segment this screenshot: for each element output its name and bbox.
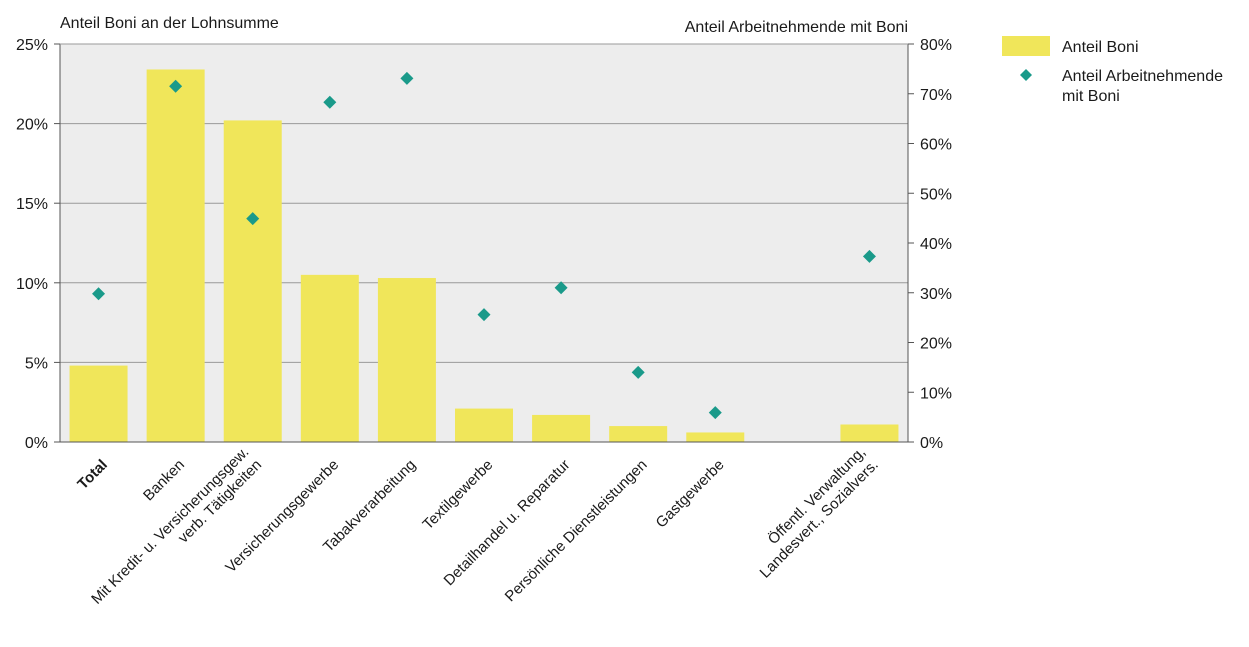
scatter-point [708,406,722,420]
category-label-line: Persönliche Dienstleistungen [502,456,651,605]
left-tick-label: 25% [16,37,48,54]
right-axis-title: Anteil Arbeitnehmende mit Boni [685,19,908,36]
scatter-point [477,308,491,322]
legend-label: Anteil Arbeitnehmende mit Boni [1062,68,1223,105]
category-label: Total [74,456,111,493]
scatter-point [400,71,414,85]
right-tick-label: 60% [920,137,952,154]
bar [377,278,436,442]
right-tick-label: 50% [920,186,952,203]
scatter-series [92,71,876,420]
category-label: Detailhandel u. Reparatur [441,456,574,589]
category-label: Gastgewerbe [653,456,728,531]
category-label-line: Banken [140,456,188,504]
left-axis-ticks: 0% 5% 10% 15% 20% 25% [16,37,60,452]
left-tick-label: 5% [25,355,48,372]
scatter-point [169,79,183,93]
legend-label-line: Anteil Arbeitnehmende [1062,68,1223,85]
scatter-point [323,95,337,109]
right-tick-label: 20% [920,336,952,353]
bar [840,424,899,442]
scatter-point [246,212,260,226]
left-tick-label: 0% [25,435,48,452]
category-label: Persönliche Dienstleistungen [502,456,651,605]
category-label: Textilgewerbe [419,456,496,533]
category-label: Öffentl. Verwaltung,Landesvert., Sozialv… [743,443,882,582]
right-tick-label: 40% [920,236,952,253]
legend: Anteil Boni Anteil Arbeitnehmende mit Boni [1002,36,1223,105]
legend-label-line: mit Boni [1062,88,1120,105]
category-label-line: Detailhandel u. Reparatur [441,456,574,589]
left-tick-label: 20% [16,117,48,134]
bar [146,69,205,443]
right-tick-label: 30% [920,286,952,303]
right-tick-label: 80% [920,37,952,54]
scatter-point [92,287,106,301]
category-label: Banken [140,456,188,504]
scatter-point [862,249,876,263]
category-label-line: Total [74,456,111,493]
legend-swatch-bar [1002,36,1050,56]
bar [69,365,128,442]
bar [532,414,591,442]
category-label-line: Textilgewerbe [419,456,496,533]
scatter-point [554,281,568,295]
category-label-line: Gastgewerbe [653,456,728,531]
left-tick-label: 10% [16,276,48,293]
bar [686,432,745,442]
right-tick-label: 10% [920,385,952,402]
bar [223,120,282,442]
right-axis-ticks: 0% 10% 20% 30% 40% 50% 60% 70% 80% [908,37,952,452]
right-tick-label: 70% [920,87,952,104]
scatter-point [631,365,645,379]
bar [609,426,668,442]
right-tick-label: 0% [920,435,943,452]
axes [59,43,909,443]
category-label-line: Landesvert., Sozialvers. [757,456,882,581]
legend-label: Anteil Boni [1062,39,1139,56]
left-tick-label: 15% [16,196,48,213]
bar-series [69,69,899,443]
left-axis-title: Anteil Boni an der Lohnsumme [60,15,279,32]
bar [300,274,359,442]
legend-swatch-point [1020,69,1032,81]
bar [455,408,513,442]
